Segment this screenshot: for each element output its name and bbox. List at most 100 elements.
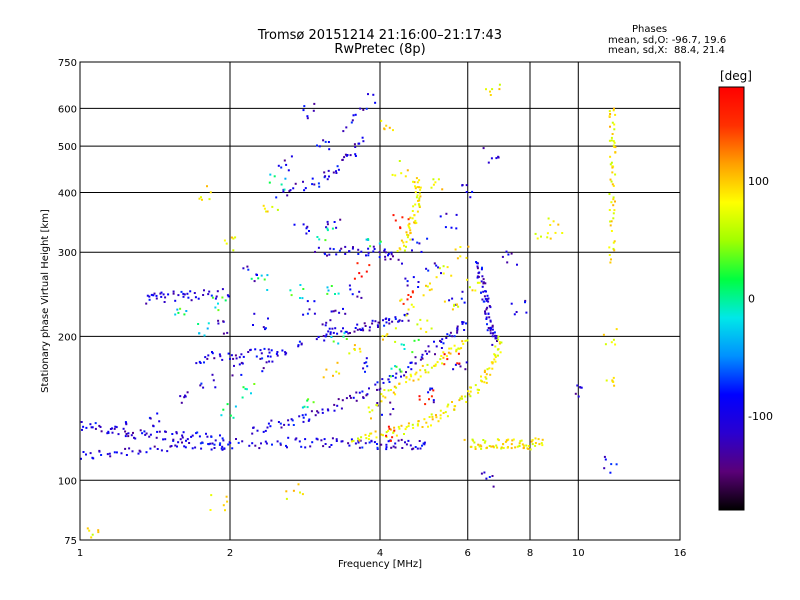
scatter-point	[100, 454, 103, 456]
scatter-point	[446, 405, 449, 408]
scatter-point	[451, 297, 454, 300]
scatter-point	[427, 269, 430, 272]
scatter-point	[354, 155, 357, 157]
scatter-point	[383, 324, 386, 327]
scatter-point	[403, 244, 405, 247]
scatter-point	[419, 375, 422, 378]
scatter-point	[330, 444, 333, 446]
scatter-point	[198, 435, 201, 438]
scatter-point	[199, 362, 202, 364]
scatter-point	[400, 375, 402, 378]
scatter-point	[480, 445, 483, 448]
scatter-point	[395, 434, 398, 437]
scatter-point	[275, 352, 278, 355]
scatter-point	[405, 426, 408, 429]
scatter-point	[485, 373, 488, 376]
scatter-point	[485, 318, 488, 320]
scatter-point	[280, 183, 283, 186]
scatter-point	[98, 424, 101, 427]
scatter-point	[415, 196, 418, 199]
scatter-point	[145, 432, 148, 435]
scatter-point	[323, 438, 326, 441]
scatter-point	[221, 288, 224, 291]
scatter-point	[266, 426, 269, 429]
scatter-point	[395, 386, 398, 389]
scatter-point	[185, 439, 187, 442]
scatter-point	[518, 444, 521, 447]
scatter-point	[412, 276, 415, 279]
scatter-point	[462, 342, 465, 345]
scatter-point	[482, 300, 485, 303]
chart-title: Tromsø 20151214 21:16:00–21:17:43	[257, 28, 503, 43]
scatter-point	[483, 369, 486, 372]
scatter-point	[374, 383, 377, 386]
scatter-point	[182, 292, 185, 295]
scatter-point	[227, 295, 230, 298]
scatter-point	[160, 295, 163, 298]
scatter-point	[430, 288, 433, 291]
scatter-point	[419, 369, 422, 372]
scatter-point	[302, 313, 305, 316]
scatter-point	[446, 415, 449, 418]
scatter-point	[439, 340, 442, 342]
scatter-point	[229, 442, 232, 444]
scatter-point	[310, 410, 313, 413]
scatter-point	[400, 343, 403, 346]
scatter-point	[148, 295, 151, 298]
scatter-point	[240, 373, 243, 376]
scatter-point	[253, 312, 256, 315]
scatter-point	[459, 255, 462, 258]
scatter-point	[425, 284, 427, 287]
scatter-point	[315, 437, 318, 440]
scatter-point	[223, 239, 226, 242]
scatter-point	[340, 407, 343, 410]
scatter-point	[422, 442, 425, 445]
y-tick-label: 75	[64, 536, 77, 547]
scatter-point	[276, 208, 279, 211]
scatter-point	[484, 282, 487, 285]
scatter-point	[496, 446, 499, 449]
scatter-point	[94, 427, 97, 430]
scatter-point	[233, 364, 235, 367]
scatter-point	[326, 227, 329, 230]
scatter-point	[451, 308, 454, 311]
scatter-point	[376, 448, 379, 450]
scatter-point	[238, 363, 241, 366]
scatter-point	[217, 322, 220, 325]
scatter-point	[608, 209, 611, 211]
scatter-point	[614, 113, 617, 116]
scatter-point	[81, 428, 83, 431]
scatter-point	[327, 409, 330, 412]
scatter-point	[464, 368, 467, 371]
scatter-point	[200, 447, 203, 450]
scatter-point	[198, 197, 201, 200]
scatter-point	[365, 361, 368, 364]
scatter-point	[611, 183, 614, 186]
scatter-point	[605, 379, 608, 382]
scatter-point	[497, 156, 500, 159]
scatter-point	[331, 437, 334, 440]
scatter-point	[446, 333, 449, 336]
scatter-point	[418, 179, 421, 182]
scatter-point	[367, 247, 370, 250]
scatter-point	[230, 354, 233, 357]
scatter-point	[412, 305, 415, 308]
scatter-point	[149, 447, 152, 450]
scatter-point	[377, 321, 380, 324]
colorbar-tick-label: -100	[748, 410, 773, 423]
scatter-point	[613, 146, 616, 148]
scatter-point	[468, 393, 471, 396]
scatter-point	[491, 475, 494, 477]
scatter-point	[527, 447, 530, 450]
scatter-point	[613, 123, 616, 126]
scatter-point	[487, 300, 490, 303]
scatter-point	[493, 358, 496, 361]
scatter-point	[301, 406, 304, 409]
scatter-point	[150, 293, 153, 296]
scatter-point	[392, 129, 394, 132]
scatter-point	[348, 444, 351, 447]
scatter-point	[469, 390, 472, 393]
scatter-point	[388, 126, 391, 129]
scatter-point	[293, 223, 296, 226]
scatter-point	[334, 293, 336, 295]
